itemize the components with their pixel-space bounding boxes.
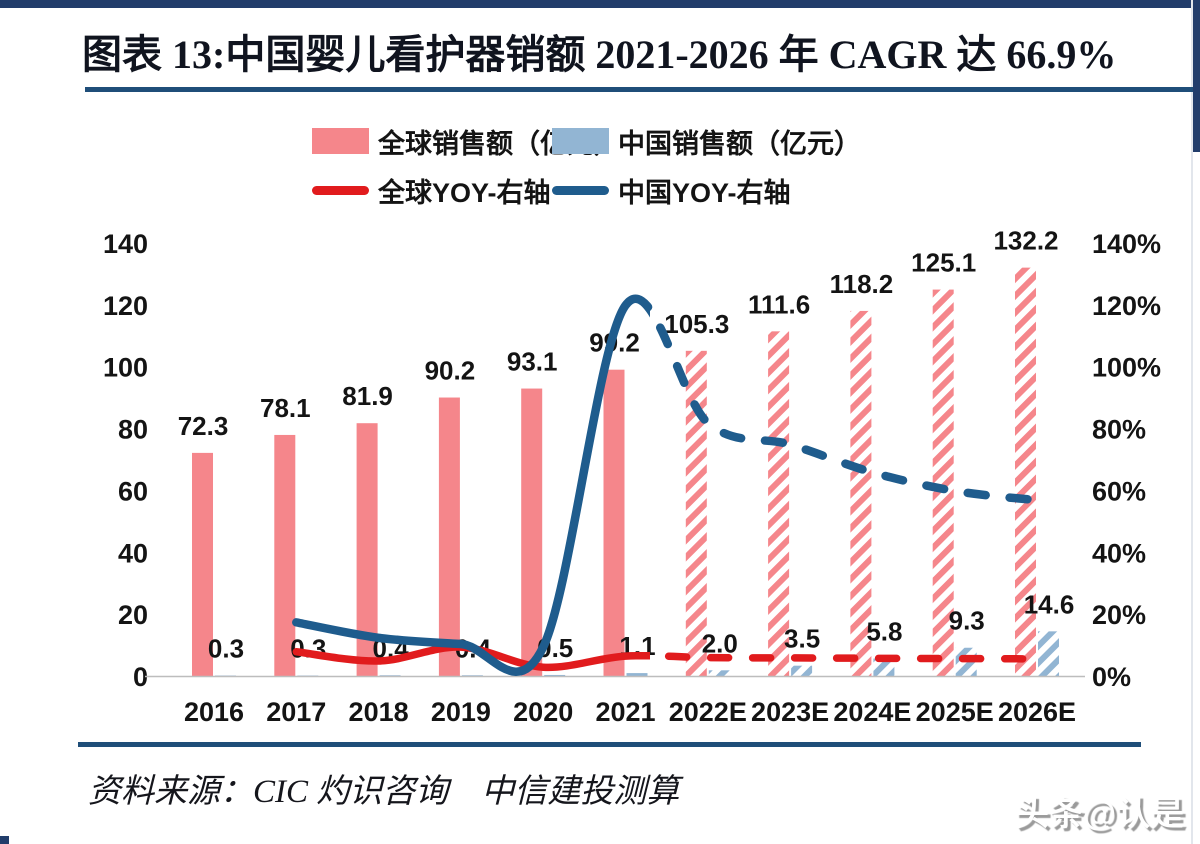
legend-item-china-yoy: 中国YOY-右轴 <box>552 176 791 208</box>
bar-global-2016 <box>192 452 213 677</box>
value-label-global: 132.2 <box>993 226 1058 256</box>
x-axis: 2016 2017 2018 2019 2020 2021 2022E 2023E 2024E 2… <box>184 697 1076 727</box>
legend-item-global-yoy: 全球YOY-右轴 <box>312 176 551 208</box>
bar-china-2026E <box>1038 631 1059 677</box>
value-label-china: 14.6 <box>1024 589 1075 619</box>
value-label-china: 0.3 <box>208 634 244 664</box>
china-yoy-line-solid <box>292 294 650 676</box>
right-axis-tick: 20% <box>1092 600 1146 630</box>
left-axis-tick: 120 <box>103 291 148 321</box>
x-axis-label: 2019 <box>431 697 491 727</box>
right-axis-tick: 0% <box>1092 662 1131 692</box>
bar-global-2025E <box>932 289 954 677</box>
value-label-global: 125.1 <box>911 248 976 278</box>
value-label-global: 90.2 <box>425 356 476 386</box>
top-navy-strip <box>0 0 1200 8</box>
bar-global-2017 <box>274 434 296 677</box>
left-axis-tick: 0 <box>133 662 148 692</box>
x-axis-label: 2023E <box>751 697 829 727</box>
bar-global-2018 <box>356 423 378 677</box>
legend-item-china-sales: 中国销售额（亿元） <box>552 127 861 159</box>
global-yoy-line-solid <box>292 643 650 672</box>
right-axis-tick: 80% <box>1092 415 1146 445</box>
value-label-china: 3.5 <box>784 624 820 654</box>
global-bars <box>192 267 1036 677</box>
bar-china-2023E <box>791 665 813 677</box>
left-axis-tick: 20 <box>118 600 148 630</box>
bar-china-2020 <box>544 674 566 677</box>
x-axis-label: 2017 <box>266 697 326 727</box>
global-yoy-line <box>292 643 1041 672</box>
x-axis-label: 2022E <box>669 697 747 727</box>
x-axis-label: 2016 <box>184 697 244 727</box>
value-label-global: 93.1 <box>507 347 558 377</box>
bar-global-2022E <box>685 350 707 677</box>
global-yoy-line-dashed <box>650 651 1041 663</box>
left-axis-tick: 40 <box>118 538 148 568</box>
right-axis-tick: 40% <box>1092 538 1146 568</box>
right-axis-tick: 60% <box>1092 476 1146 506</box>
bar-global-2026E <box>1015 267 1036 677</box>
right-axis: 0% 20% 40% 60% 80% 100% 120% 140% <box>1092 229 1161 692</box>
legend-label: 中国YOY-右轴 <box>618 177 791 208</box>
source-line: 资料来源：CIC 灼识咨询 中信建投测算 <box>88 774 680 810</box>
bar-china-2021 <box>626 673 648 677</box>
bottom-left-corner-mark <box>0 836 9 844</box>
bar-global-2021 <box>603 369 625 677</box>
value-label-china: 9.3 <box>949 606 985 636</box>
left-axis-tick: 100 <box>103 353 148 383</box>
left-axis-tick: 60 <box>118 476 148 506</box>
left-axis: 0 20 40 60 80 100 120 140 <box>103 229 148 692</box>
page-title: 图表 13:中国婴儿看护器销额 2021-2026 年 CAGR 达 66.9% <box>82 32 1117 77</box>
x-axis-label: 2025E <box>916 697 994 727</box>
watermark: 头条@认是 <box>1014 795 1184 833</box>
bar-global-2019 <box>438 397 460 677</box>
x-axis-label: 2024E <box>833 697 911 727</box>
bar-china-2024E <box>873 658 895 677</box>
bar-china-2022E <box>708 670 730 677</box>
title-underline <box>85 87 1193 92</box>
legend-swatch-china-yoy <box>552 185 609 195</box>
legend-swatch-global-sales <box>312 128 369 154</box>
value-label-global: 81.9 <box>342 381 393 411</box>
x-axis-label: 2018 <box>349 697 409 727</box>
right-edge-hairline <box>1191 0 1193 844</box>
bar-global-2024E <box>850 310 872 677</box>
x-axis-label: 2021 <box>595 697 655 727</box>
value-label-global: 111.6 <box>748 289 810 319</box>
left-axis-tick: 80 <box>118 415 148 445</box>
china-yoy-line <box>292 294 1042 676</box>
legend-label: 中国销售额（亿元） <box>618 128 861 159</box>
legend-label: 全球YOY-右轴 <box>378 177 551 208</box>
left-axis-tick: 140 <box>103 229 148 259</box>
legend-swatch-china-sales <box>552 128 609 154</box>
chart-bottom-rule <box>78 742 1141 747</box>
value-label-china: 2.0 <box>702 628 738 658</box>
bar-global-2020 <box>521 388 543 677</box>
right-navy-strip <box>1191 0 1200 152</box>
right-axis-tick: 140% <box>1092 229 1161 259</box>
value-label-global: 105.3 <box>664 309 729 339</box>
china-yoy-line-dashed <box>650 302 1042 505</box>
value-label-global: 78.1 <box>260 393 311 423</box>
right-axis-tick: 120% <box>1092 291 1161 321</box>
legend-swatch-global-yoy <box>312 185 369 195</box>
x-axis-label: 2026E <box>998 697 1076 727</box>
value-label-global: 118.2 <box>830 269 894 299</box>
value-label-china: 5.8 <box>866 617 902 647</box>
bar-global-2023E <box>768 331 790 677</box>
right-axis-tick: 100% <box>1092 353 1161 383</box>
value-label-global: 72.3 <box>178 411 229 441</box>
x-axis-label: 2020 <box>513 697 573 727</box>
